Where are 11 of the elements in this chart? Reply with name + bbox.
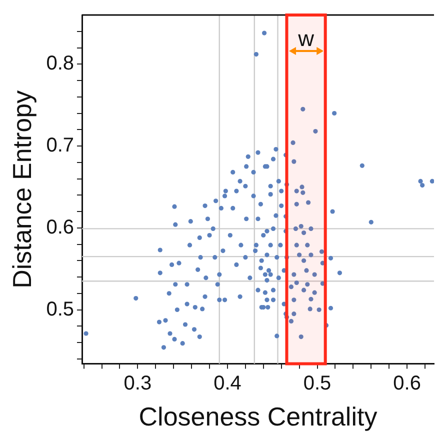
y-axis-title: Distance Entropy: [6, 90, 37, 288]
x-tick-label: 0.4: [214, 372, 242, 394]
y-tick-label: 0.8: [46, 52, 74, 75]
band-label: w: [297, 26, 314, 51]
y-tick-label: 0.5: [46, 298, 74, 320]
y-tick-label: 0.7: [46, 134, 74, 157]
y-tick-label: 0.6: [46, 216, 74, 238]
x-tick-label: 0.5: [303, 372, 332, 394]
x-tick-label: 0.3: [124, 372, 152, 394]
x-axis-title: Closeness Centrality: [138, 402, 378, 432]
x-tick-label: 0.6: [393, 372, 421, 394]
